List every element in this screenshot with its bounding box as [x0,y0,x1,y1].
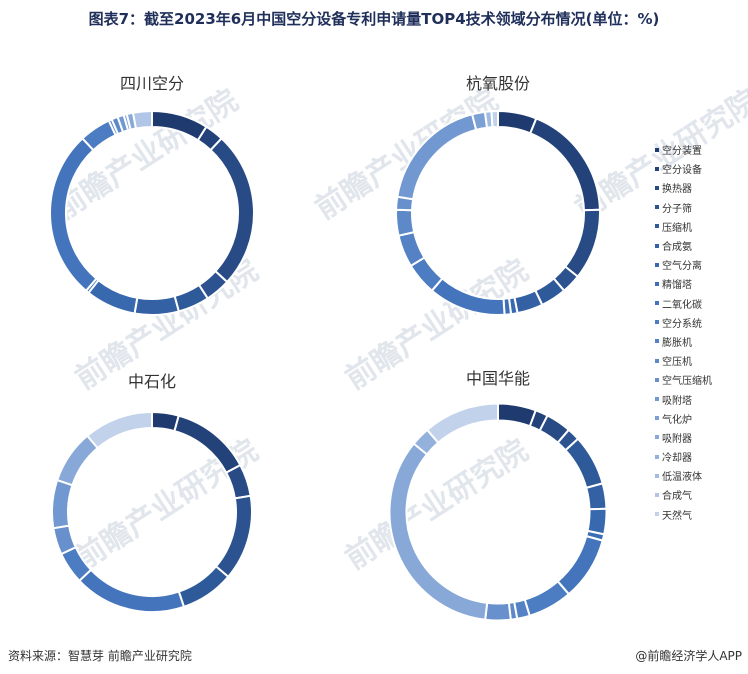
legend-label: 气化炉 [662,414,692,426]
donut-title-hangyang: 杭氧股份 [465,74,530,93]
legend-item: 空分装置 [655,140,745,159]
donut-slice [564,437,604,490]
legend-label: 合成氨 [662,242,692,254]
legend-item: 精馏塔 [655,274,745,293]
legend-label: 二氧化碳 [662,299,702,311]
legend-swatch [655,262,659,267]
legend-swatch [655,147,659,152]
legend-swatch [655,205,659,210]
legend-item: 天然气 [655,505,745,524]
legend-item: 空分设备 [655,159,745,178]
legend-label: 冷却器 [662,453,692,465]
legend-item: 分子筛 [655,198,745,217]
legend-label: 压缩机 [662,222,692,234]
legend-swatch [655,416,659,421]
legend-item: 气化炉 [655,409,745,428]
donut-title-huaneng: 中国华能 [465,369,530,388]
legend-item: 吸附器 [655,428,745,447]
legend-label: 换热器 [662,184,692,196]
legend-label: 膨胀机 [662,337,692,349]
legend-item: 空分系统 [655,313,745,332]
legend-swatch [655,473,659,478]
legend-label: 合成气 [662,491,692,503]
legend-swatch [655,377,659,382]
legend-label: 低温液体 [662,472,702,484]
chart-title: 图表7：截至2023年6月中国空分设备专利申请量TOP4技术领域分布情况(单位：… [88,10,660,28]
legend-item: 二氧化碳 [655,294,745,313]
legend-item: 吸附塔 [655,389,745,408]
legend-swatch [655,492,659,497]
source-note: 资料来源：智慧芽 前瞻产业研究院 [8,649,192,663]
legend-item: 空气分离 [655,255,745,274]
legend-item: 低温液体 [655,466,745,485]
donut-slice [425,402,499,445]
legend-swatch [655,397,659,402]
legend-item: 合成氨 [655,236,745,255]
brand-mark: @前瞻经济学人APP [635,649,742,663]
legend-item: 压缩机 [655,217,745,236]
legend-label: 空气分离 [662,261,702,273]
legend-item: 空气压缩机 [655,370,745,389]
legend-label: 精馏塔 [662,280,692,292]
legend-item: 空压机 [655,351,745,370]
donut-slice [131,109,153,130]
legend-swatch [655,339,659,344]
legend-swatch [655,243,659,248]
legend-item: 换热器 [655,178,745,197]
legend-label: 空气压缩机 [662,376,712,388]
legend-swatch [655,358,659,363]
legend-swatch [655,320,659,325]
legend-item: 膨胀机 [655,332,745,351]
donut-slice [490,109,499,129]
legend-item: 冷却器 [655,447,745,466]
donut-slice [388,442,489,621]
donut-slice [85,410,153,450]
donut-slice [556,534,604,596]
legend-swatch [655,185,659,190]
legend-label: 吸附塔 [662,395,692,407]
legend: 空分装置空分设备换热器分子筛压缩机合成氨空气分离精馏塔二氧化碳空分系统膨胀机空压… [655,140,745,524]
legend-swatch [655,224,659,229]
donut-slice [523,579,571,618]
legend-swatch [655,435,659,440]
donut-slice [484,601,512,622]
legend-swatch [655,166,659,171]
legend-swatch [655,301,659,306]
donut-slice [585,482,608,511]
legend-swatch [655,512,659,517]
legend-label: 空压机 [662,357,692,369]
donut-title-sichuan: 四川空分 [119,74,184,93]
legend-swatch [655,281,659,286]
donut-title-sinopec: 中石化 [127,372,176,391]
legend-label: 空分装置 [662,146,702,158]
legend-label: 空分设备 [662,165,702,177]
legend-label: 空分系统 [662,318,702,330]
legend-label: 吸附器 [662,433,692,445]
legend-item: 合成气 [655,485,745,504]
legend-label: 天然气 [662,510,692,522]
legend-label: 分子筛 [662,203,692,215]
legend-swatch [655,454,659,459]
